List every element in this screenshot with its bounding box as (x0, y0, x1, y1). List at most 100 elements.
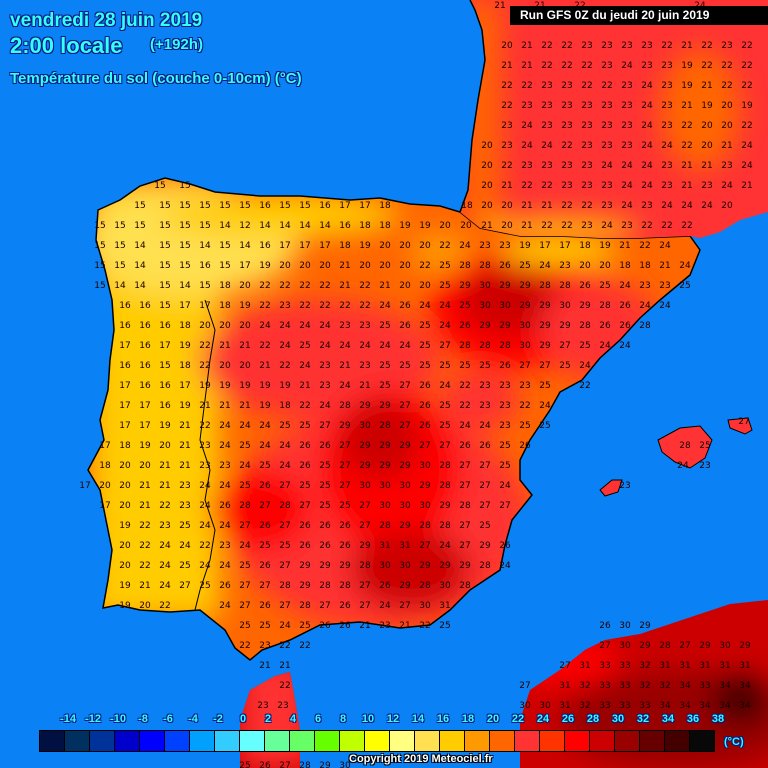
temperature-value: 19 (179, 341, 191, 351)
temperature-value: 24 (219, 521, 231, 531)
temperature-value: 19 (259, 381, 271, 391)
temperature-value: 22 (199, 341, 210, 351)
temperature-value: 23 (581, 41, 592, 51)
legend-tick-label: 32 (636, 713, 650, 725)
legend-swatch (465, 731, 490, 751)
temperature-value: 23 (501, 121, 512, 131)
temperature-value: 24 (219, 561, 231, 571)
legend-tick-label: 16 (436, 713, 450, 725)
legend-swatch (490, 731, 515, 751)
temperature-value: 24 (199, 561, 211, 571)
temperature-value: 16 (139, 381, 151, 391)
temperature-value: 25 (699, 441, 710, 451)
temperature-value: 24 (159, 581, 171, 591)
temperature-value: 21 (501, 61, 512, 71)
temperature-value: 20 (119, 541, 131, 551)
temperature-value: 29 (399, 581, 411, 591)
legend-swatch (515, 731, 540, 751)
temperature-value: 23 (621, 101, 632, 111)
temperature-value: 21 (219, 341, 230, 351)
temperature-value: 25 (259, 461, 270, 471)
temperature-value: 24 (339, 381, 351, 391)
temperature-value: 23 (521, 101, 532, 111)
temperature-value: 29 (379, 441, 391, 451)
temperature-value: 24 (641, 101, 653, 111)
temperature-value: 24 (601, 221, 613, 231)
temperature-value: 29 (419, 481, 431, 491)
temperature-value: 24 (379, 341, 391, 351)
temperature-value: 24 (661, 201, 673, 211)
temperature-value: 26 (299, 541, 311, 551)
temperature-value: 30 (399, 561, 411, 571)
temperature-value: 15 (114, 241, 125, 251)
temperature-value: 29 (639, 621, 651, 631)
temperature-value: 24 (239, 461, 251, 471)
temperature-value: 14 (219, 221, 231, 231)
temperature-value: 30 (519, 701, 531, 711)
temperature-value: 22 (561, 141, 572, 151)
temperature-value: 27 (319, 601, 330, 611)
temperature-value: 19 (239, 301, 251, 311)
temperature-value: 15 (179, 221, 190, 231)
temperature-value: 26 (339, 521, 351, 531)
temperature-value: 17 (179, 381, 190, 391)
temperature-value: 21 (379, 281, 390, 291)
temperature-value: 23 (661, 161, 672, 171)
temperature-value: 15 (179, 241, 190, 251)
temperature-value: 24 (159, 541, 171, 551)
temperature-value: 17 (99, 501, 110, 511)
temperature-value: 25 (459, 361, 470, 371)
temperature-value: 29 (399, 521, 411, 531)
legend-swatch (315, 731, 340, 751)
temperature-value: 21 (541, 201, 552, 211)
temperature-value: 26 (379, 581, 391, 591)
temperature-value: 20 (159, 441, 171, 451)
temperature-value: 27 (359, 501, 370, 511)
temperature-value: 23 (257, 701, 268, 711)
temperature-value: 30 (519, 321, 531, 331)
legend-swatch (615, 731, 640, 751)
temperature-value: 24 (279, 441, 291, 451)
temperature-value: 22 (459, 401, 470, 411)
temperature-value: 30 (399, 501, 411, 511)
temperature-value: 28 (299, 761, 311, 768)
temperature-value: 21 (521, 61, 532, 71)
legend-swatch (190, 731, 215, 751)
temperature-value: 15 (159, 361, 170, 371)
temperature-value: 24 (621, 181, 633, 191)
temperature-value: 20 (119, 561, 131, 571)
legend-tick-label: -6 (163, 713, 173, 725)
temperature-value: 21 (299, 381, 310, 391)
temperature-value: 27 (679, 641, 690, 651)
temperature-value: 25 (299, 481, 310, 491)
temperature-value: 15 (219, 261, 230, 271)
temperature-value: 25 (239, 761, 250, 768)
temperature-value: 21 (659, 261, 670, 271)
temperature-value: 23 (661, 121, 672, 131)
temperature-value: 29 (439, 501, 451, 511)
temperature-value: 25 (259, 541, 270, 551)
temperature-value: 25 (319, 501, 330, 511)
temperature-value: 24 (499, 481, 511, 491)
temperature-value: 29 (359, 441, 371, 451)
temperature-value: 27 (339, 461, 350, 471)
legend-tick-label: -2 (213, 713, 223, 725)
temperature-value: 25 (239, 441, 250, 451)
temperature-value: 22 (319, 301, 330, 311)
temperature-value: 24 (439, 301, 451, 311)
temperature-value: 25 (379, 361, 390, 371)
legend-tick-label: 14 (411, 713, 425, 725)
temperature-value: 24 (319, 321, 331, 331)
temperature-value: 24 (299, 321, 311, 331)
temperature-value: 20 (99, 481, 111, 491)
temperature-value: 24 (259, 421, 271, 431)
temperature-value: 27 (479, 501, 490, 511)
temperature-value: 21 (619, 241, 630, 251)
model-run-label: Run GFS 0Z du jeudi 20 juin 2019 (510, 6, 768, 25)
temperature-value: 24 (539, 401, 551, 411)
temperature-value: 25 (579, 341, 590, 351)
temperature-value: 28 (579, 321, 591, 331)
temperature-value: 26 (499, 541, 511, 551)
temperature-value: 15 (159, 241, 170, 251)
legend-swatch (115, 731, 140, 751)
